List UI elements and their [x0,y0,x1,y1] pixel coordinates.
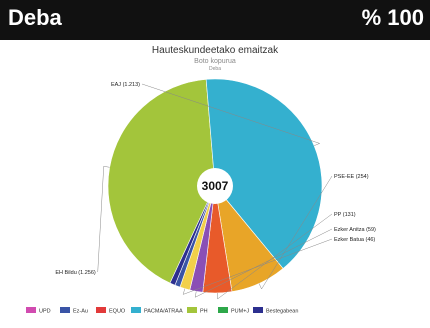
legend: UPD Ez-Au EQUO PACMA/ATRAA PH PUM+J Bestegabea… [26,307,298,315]
pie-slice-other-2 [169,185,216,286]
label-connector [217,213,333,300]
legend-label: PH [200,309,208,315]
chart-subtitle: Boto kopurua [194,58,236,65]
header-bar: Deba % 100 [0,0,430,40]
pie-slices [107,78,323,294]
slice-label: Ezker Batua (46) [334,237,375,243]
slice-label: EAJ (1.213) [111,82,140,88]
legend-swatch [131,307,141,313]
municipality-name: Deba [8,5,62,30]
legend-label: UPD [39,309,51,315]
label-connector [141,83,321,146]
legend-swatch [253,307,263,313]
legend-label: EQUO [109,309,126,315]
label-connector [194,228,333,298]
legend-swatch [187,307,197,313]
pie-slice-eh-bildu [107,79,216,284]
label-connector [97,165,110,273]
legend-swatch [60,307,70,313]
legend-label: PUM+J [231,309,249,315]
legend-swatch [26,307,36,313]
pie-chart: Hauteskundeetako emaitzak Boto kopurua D… [26,45,376,315]
legend-swatch [96,307,106,313]
chart-subtitle-secondary: Deba [209,66,221,72]
pie-slice-eaj [205,78,323,269]
slice-labels: EH Bildu (1.256) EAJ (1.213) PSE-EE (254) P… [55,82,376,300]
legend-swatch [218,307,228,313]
label-connector [258,175,333,290]
chart-panel: Hauteskundeetako emaitzak Boto kopurua D… [4,40,426,324]
slice-label: PSE-EE (254) [334,174,369,180]
slice-label: PP (131) [334,212,356,218]
legend-label: Ez-Au [73,309,88,315]
legend-label: PACMA/ATRAA [144,309,183,315]
participation-percent: % 100 [361,5,424,30]
chart-title: Hauteskundeetako emaitzak [152,45,279,56]
center-hole [197,168,233,204]
legend-label: Bestegabean [266,309,298,315]
slice-label: Ezker Anitza (59) [334,227,376,233]
label-connector [182,238,333,295]
slice-label: EH Bildu (1.256) [55,270,96,276]
center-total: 3007 [202,179,229,193]
